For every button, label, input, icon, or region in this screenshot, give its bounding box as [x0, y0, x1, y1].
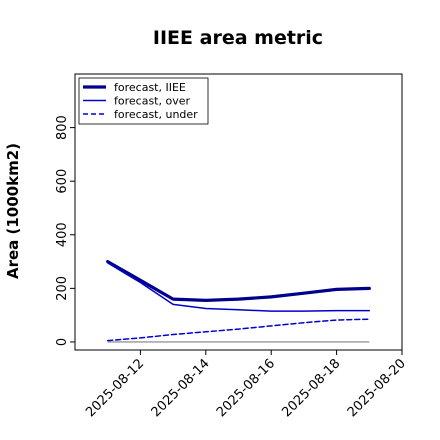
x-tick-label: 2025-08-14 [149, 356, 213, 420]
plot-frame [74, 73, 403, 351]
y-axis-label: Area (1000km2) [4, 143, 22, 279]
y-tick-label: 600 [55, 169, 70, 194]
x-tick-label: 2025-08-20 [345, 356, 409, 420]
y-tick-label: 800 [55, 115, 70, 140]
y-tick-label: 0 [55, 338, 70, 346]
x-tick-label: 2025-08-18 [279, 356, 343, 420]
series-line-1 [106, 262, 371, 312]
series-layer [106, 260, 371, 342]
y-tick-label: 200 [55, 276, 70, 301]
series-line-0 [106, 260, 371, 302]
legend-label-1: forecast, over [114, 95, 190, 108]
y-axis: 0 200 400 600 800 [55, 115, 75, 346]
legend-label-0: forecast, IIEE [114, 81, 186, 94]
legend-label-2: forecast, under [114, 108, 198, 121]
y-tick-label: 400 [55, 222, 70, 247]
x-axis: 2025-08-12 2025-08-14 2025-08-16 2025-08-18… [83, 350, 409, 420]
chart-title: IIEE area metric [153, 27, 323, 49]
x-tick-label: 2025-08-12 [83, 356, 147, 420]
series-line-2 [106, 318, 371, 342]
x-tick-label: 2025-08-16 [214, 356, 278, 420]
